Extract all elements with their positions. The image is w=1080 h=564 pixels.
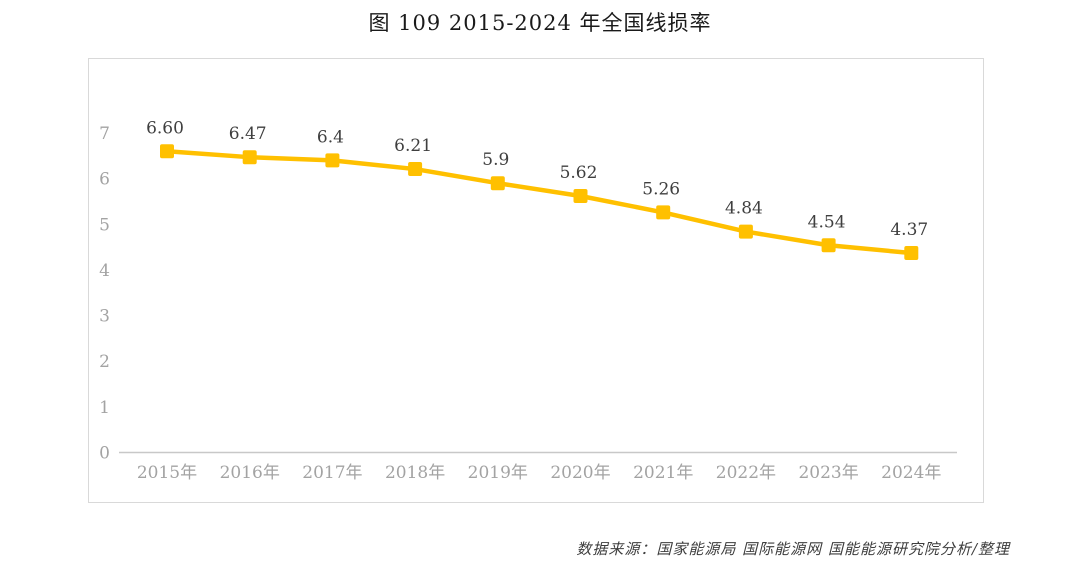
data-point-label: 6.21 [394, 136, 432, 156]
y-tick-label: 3 [99, 307, 110, 327]
x-tick-label: 2019年 [468, 463, 528, 483]
chart-title: 图 109 2015-2024 年全国线损率 [368, 11, 712, 35]
x-tick-label: 2016年 [220, 463, 280, 483]
data-point-marker [738, 224, 753, 239]
y-tick-label: 7 [99, 124, 110, 144]
plot-frame [88, 58, 984, 503]
y-tick-label: 0 [99, 444, 110, 464]
y-tick-label: 6 [99, 170, 110, 190]
data-point-label: 6.47 [229, 124, 267, 144]
data-point-marker [160, 144, 174, 159]
x-tick-label: 2024年 [881, 463, 941, 483]
x-tick-label: 2023年 [798, 463, 858, 483]
data-point-label: 5.26 [642, 179, 680, 199]
x-tick-label: 2018年 [385, 463, 445, 483]
data-point-marker [821, 238, 836, 253]
y-tick-label: 5 [99, 215, 110, 235]
data-point-label: 4.54 [808, 212, 846, 232]
x-tick-label: 2015年 [137, 463, 197, 483]
data-point-label: 4.84 [725, 199, 763, 219]
series-line [164, 149, 914, 256]
data-point-label: 6.4 [317, 127, 344, 147]
data-point-marker [656, 205, 671, 220]
data-point-marker [242, 150, 257, 165]
y-tick-label: 4 [99, 261, 110, 281]
data-point-marker [408, 162, 423, 177]
data-point-marker [490, 176, 505, 191]
data-point-label: 5.62 [560, 163, 598, 183]
x-tick-label: 2017年 [302, 463, 362, 483]
data-point-label: 4.37 [890, 220, 928, 240]
x-tick-label: 2022年 [716, 463, 776, 483]
y-tick-label: 1 [99, 398, 110, 418]
data-point-marker [904, 246, 919, 261]
x-tick-label: 2020年 [550, 463, 610, 483]
data-point-label: 6.60 [146, 118, 184, 138]
data-point-label: 5.9 [482, 150, 509, 170]
source-note: 数据来源：国家能源局 国际能源网 国能能源研究院分析/整理 [576, 540, 1010, 558]
y-tick-label: 2 [99, 352, 110, 372]
data-point-marker [325, 153, 340, 168]
x-tick-label: 2021年 [633, 463, 693, 483]
data-point-marker [573, 188, 588, 203]
